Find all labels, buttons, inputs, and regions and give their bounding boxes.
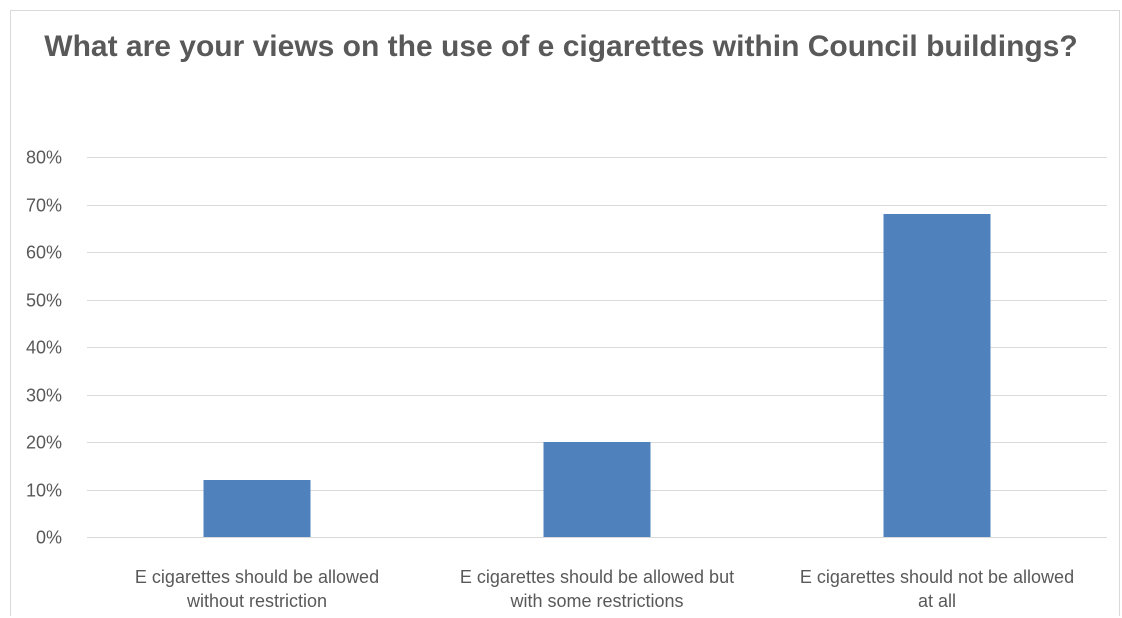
- bars: [203, 214, 991, 537]
- y-tick-label: 10%: [26, 481, 62, 501]
- bar-1: [203, 480, 311, 537]
- bar-3: [883, 214, 991, 537]
- x-category-label-line: E cigarettes should be allowed: [135, 567, 379, 587]
- y-tick-label: 30%: [26, 386, 62, 406]
- x-category-label-line: E cigarettes should be allowed but: [460, 567, 734, 587]
- y-axis-tick-labels: 0% 10% 20% 30% 40% 50% 60% 70% 80%: [26, 148, 62, 548]
- x-category-label-line: E cigarettes should not be allowed: [800, 567, 1074, 587]
- x-category-label: E cigarettes should be allowed but with s…: [460, 567, 734, 611]
- x-category-label-line: at all: [918, 591, 956, 611]
- x-category-label: E cigarettes should not be allowed at all: [800, 567, 1074, 611]
- y-tick-label: 60%: [26, 243, 62, 263]
- bar-2: [543, 442, 651, 537]
- y-tick-label: 20%: [26, 433, 62, 453]
- y-tick-label: 50%: [26, 291, 62, 311]
- chart-title: What are your views on the use of e ciga…: [44, 30, 1078, 63]
- y-tick-label: 70%: [26, 196, 62, 216]
- x-category-label: E cigarettes should be allowed without re…: [135, 567, 379, 611]
- y-tick-label: 40%: [26, 338, 62, 358]
- x-axis-category-labels: E cigarettes should be allowed without re…: [135, 567, 1074, 611]
- x-category-label-line: with some restrictions: [509, 591, 683, 611]
- y-tick-label: 80%: [26, 148, 62, 168]
- x-category-label-line: without restriction: [186, 591, 327, 611]
- y-tick-label: 0%: [36, 528, 62, 548]
